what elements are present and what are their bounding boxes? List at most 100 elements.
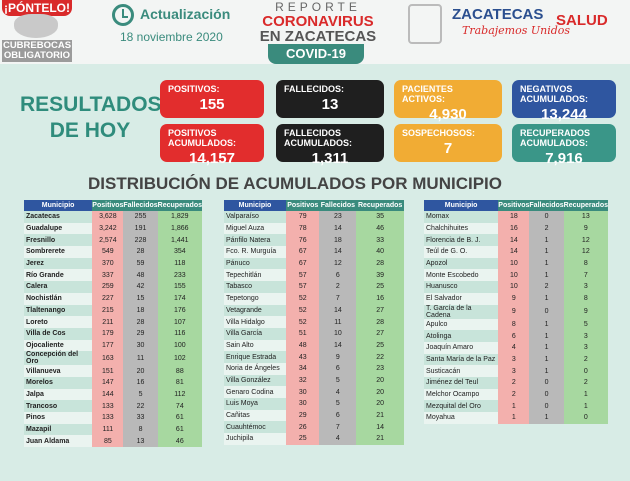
recuperados-cell: 3 xyxy=(563,341,608,354)
positivos-cell: 133 xyxy=(92,412,124,424)
column-header: Positivos xyxy=(92,200,124,211)
recuperados-cell: 40 xyxy=(356,246,404,258)
municipio-cell: Huanusco xyxy=(424,281,499,293)
recuperados-cell: 22 xyxy=(356,351,404,363)
update-label: Actualización xyxy=(140,6,231,22)
recuperados-cell: 74 xyxy=(157,400,202,412)
table-row: Juchipila 25 4 21 xyxy=(224,433,404,445)
fallecidos-cell: 0 xyxy=(529,400,564,412)
positivos-cell: 9 xyxy=(498,292,530,305)
state-name: ZACATECAS xyxy=(452,6,544,23)
recuperados-cell: 9 xyxy=(563,222,608,235)
recuperados-cell: 16 xyxy=(356,292,404,305)
recuperados-cell: 61 xyxy=(157,412,202,424)
municipio-cell: Cañitas xyxy=(224,409,287,422)
municipio-cell: Juan Aldama xyxy=(24,435,93,448)
fallecidos-cell: 18 xyxy=(123,304,158,317)
positivos-cell: 51 xyxy=(286,327,320,340)
table-row: T. García de la Cadena 9 0 9 xyxy=(424,304,608,319)
results-title: RESULTADOS DE HOY xyxy=(20,93,162,142)
municipio-cell: Villanueva xyxy=(24,365,93,377)
positivos-cell: 2 xyxy=(498,376,530,389)
card-fallecidos: FALLECIDOS: 13 xyxy=(276,80,384,118)
municipio-cell: Susticacán xyxy=(424,365,499,377)
positivos-cell: 48 xyxy=(286,339,320,352)
recuperados-cell: 88 xyxy=(157,365,202,377)
table-row: Luis Moya 30 5 20 xyxy=(224,398,404,410)
table-row: Guadalupe 3,242 191 1,866 xyxy=(24,222,202,235)
table-row: Morelos 147 16 81 xyxy=(24,376,202,389)
recuperados-cell: 61 xyxy=(157,423,202,436)
table-row: Atolinga 6 1 3 xyxy=(424,330,608,342)
positivos-cell: 177 xyxy=(92,339,124,352)
card-label: FALLECIDOS ACUMULADOS: xyxy=(284,128,352,148)
fallecidos-cell: 8 xyxy=(123,423,158,436)
table-row: Moyahua 1 1 0 xyxy=(424,412,608,424)
municipio-cell: Jiménez del Teul xyxy=(424,376,499,389)
fallecidos-cell: 59 xyxy=(123,257,158,270)
card-sospechosos: SOSPECHOSOS: 7 xyxy=(394,124,502,162)
table-row: Río Grande 337 48 233 xyxy=(24,269,202,282)
mask-badge: ¡PÓNTELO! CUBREBOCAS OBLIGATORIO xyxy=(2,0,72,64)
card-label: NEGATIVOS ACUMULADOS: xyxy=(520,84,588,104)
fallecidos-cell: 1 xyxy=(529,412,564,424)
table-row: Villanueva 151 20 88 xyxy=(24,365,202,377)
municipio-cell: Tepetongo xyxy=(224,292,287,305)
municipio-cell: Río Grande xyxy=(24,269,93,282)
municipio-cell: Villa González xyxy=(224,374,287,387)
fallecidos-cell: 228 xyxy=(123,234,158,247)
fallecidos-cell: 28 xyxy=(123,246,158,258)
table-row: Ojocaliente 177 30 100 xyxy=(24,339,202,352)
positivos-cell: 147 xyxy=(92,376,124,389)
positivos-cell: 1 xyxy=(498,412,530,424)
recuperados-cell: 20 xyxy=(356,386,404,398)
positivos-cell: 6 xyxy=(498,330,530,342)
municipio-cell: Tlaltenango xyxy=(24,304,93,317)
positivos-cell: 10 xyxy=(498,281,530,293)
recuperados-cell: 27 xyxy=(356,327,404,340)
municipio-cell: Cuauhtémoc xyxy=(224,421,287,434)
table-row: Tabasco 57 2 25 xyxy=(224,281,404,293)
recuperados-cell: 116 xyxy=(157,327,202,340)
recuperados-cell: 176 xyxy=(157,304,202,317)
report-line-1: REPORTE xyxy=(275,0,361,14)
table-row: Pánfilo Natera 76 18 33 xyxy=(224,234,404,247)
positivos-cell: 4 xyxy=(498,341,530,354)
positivos-cell: 144 xyxy=(92,388,124,401)
recuperados-cell: 0 xyxy=(563,365,608,377)
fallecidos-cell: 5 xyxy=(319,398,357,410)
positivos-cell: 34 xyxy=(286,362,320,375)
card-label: FALLECIDOS: xyxy=(284,84,344,94)
municipio-cell: Florencia de B. J. xyxy=(424,234,499,247)
table-row: Monte Escobedo 10 1 7 xyxy=(424,269,608,282)
recuperados-cell: 1,829 xyxy=(157,211,202,223)
table-row: Tepetongo 52 7 16 xyxy=(224,292,404,305)
positivos-cell: 259 xyxy=(92,281,124,293)
recuperados-cell: 174 xyxy=(157,292,202,305)
municipio-cell: Morelos xyxy=(24,376,93,389)
recuperados-cell: 46 xyxy=(356,222,404,235)
table-row: Tepechitlán 57 6 39 xyxy=(224,269,404,282)
recuperados-cell: 233 xyxy=(157,269,202,282)
recuperados-cell: 0 xyxy=(563,412,608,424)
positivos-cell: 179 xyxy=(92,327,124,340)
fallecidos-cell: 20 xyxy=(123,365,158,377)
recuperados-cell: 100 xyxy=(157,339,202,352)
positivos-cell: 79 xyxy=(286,211,320,223)
recuperados-cell: 9 xyxy=(563,304,608,319)
fallecidos-cell: 22 xyxy=(123,400,158,412)
card-label: SOSPECHOSOS: xyxy=(402,128,476,138)
table-row: Cuauhtémoc 26 7 14 xyxy=(224,421,404,434)
fallecidos-cell: 14 xyxy=(319,222,357,235)
badge-bottom: CUBREBOCAS OBLIGATORIO xyxy=(2,40,72,62)
positivos-cell: 2 xyxy=(498,388,530,401)
positivos-cell: 9 xyxy=(498,304,530,319)
positivos-cell: 30 xyxy=(286,398,320,410)
column-header: Recuperados xyxy=(356,200,404,211)
municipio-cell: T. García de la Cadena xyxy=(424,304,499,319)
table-row: Mazapil 111 8 61 xyxy=(24,423,202,436)
municipio-table-3: Municipio Positivos Fallecidos Recuperados M… xyxy=(424,200,608,424)
table-row: Susticacán 3 1 0 xyxy=(424,365,608,377)
fallecidos-cell: 6 xyxy=(319,269,357,282)
municipio-cell: Zacatecas xyxy=(24,211,93,223)
